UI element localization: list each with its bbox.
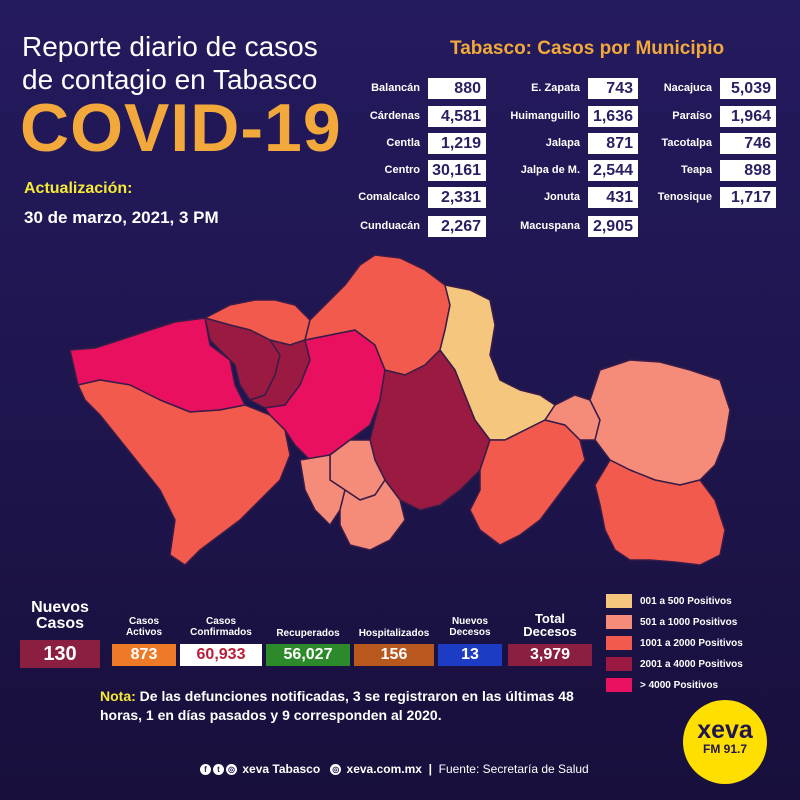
note-label: Nota: [100, 688, 136, 704]
municipio-value: 746 [720, 133, 776, 154]
municipio-label: Huimanguillo [510, 110, 580, 122]
map-region-tenosique [594, 459, 726, 566]
municipios-title: Tabasco: Casos por Municipio [450, 38, 725, 59]
legend-label: 2001 a 4000 Positivos [640, 659, 743, 670]
municipio-label: Jalpa de M. [520, 164, 580, 176]
municipio-value: 2,331 [428, 187, 486, 208]
municipio-value: 1,219 [428, 133, 486, 154]
municipio-label: Comalcalco [358, 191, 420, 203]
map-region-macuspana [469, 419, 586, 546]
municipio-label: E. Zapata [531, 82, 580, 94]
recuperados-label: Recuperados [276, 628, 340, 639]
map-region-jalapa [339, 479, 406, 551]
total-decesos-label: Total Decesos [523, 611, 577, 639]
casos-activos-label: Casos Activos [125, 616, 163, 638]
logo-frequency: FM 91.7 [702, 742, 747, 756]
municipio-value: 871 [588, 133, 638, 154]
legend-label: 1001 a 2000 Positivos [640, 638, 743, 649]
municipio-value: 431 [588, 187, 638, 208]
municipio-value: 2,905 [588, 216, 638, 237]
municipio-value: 1,964 [720, 106, 776, 127]
municipio-label: Macuspana [520, 220, 580, 232]
legend-swatch [606, 657, 632, 671]
recuperados-value: 56,027 [266, 644, 350, 666]
municipio-label: Jalapa [545, 137, 580, 149]
municipio-value: 880 [428, 78, 486, 99]
instagram-icon[interactable]: ◎ [226, 764, 237, 776]
municipio-value: 5,039 [720, 78, 776, 99]
web-icon: ◎ [330, 764, 342, 776]
social-handle[interactable]: xeva Tabasco [242, 762, 321, 776]
nuevos-decesos-label: Nuevos Decesos [449, 616, 491, 638]
municipio-label: Cárdenas [369, 110, 420, 122]
municipio-value: 30,161 [428, 160, 486, 181]
municipio-label: Balancán [371, 82, 420, 94]
municipio-label: Paraíso [672, 110, 712, 122]
municipio-value: 1,717 [720, 187, 776, 208]
hospitalizados-value: 156 [354, 644, 434, 666]
source-text: Fuente: Secretaría de Salud [438, 762, 589, 776]
logo-brand: xeva [697, 716, 753, 744]
footer: f t ◎ xeva Tabasco ◎ xeva.com.mx | Fuente:… [200, 762, 589, 776]
municipio-value: 2,267 [428, 216, 486, 237]
municipio-label: Jonuta [543, 191, 580, 203]
municipio-value: 898 [720, 160, 776, 181]
legend-label: 001 a 500 Positivos [640, 596, 732, 607]
legend-label: > 4000 Positivos [640, 680, 719, 691]
municipio-label: Nacajuca [663, 82, 712, 94]
municipio-label: Teapa [681, 164, 712, 176]
nuevos-casos-label: Nuevos Casos [31, 599, 89, 632]
nuevos-decesos-value: 13 [438, 644, 502, 666]
municipio-label: Cunduacán [360, 220, 420, 232]
update-label: Actualización: [24, 180, 133, 197]
legend-swatch [606, 678, 632, 692]
legend-swatch [606, 636, 632, 650]
casos-confirmados-label: Casos Confirmados [190, 616, 252, 638]
municipio-value: 743 [588, 78, 638, 99]
note: Nota: De las defunciones notificadas, 3 … [100, 687, 590, 725]
municipio-value: 1,636 [588, 106, 638, 127]
page-title: Reporte diario de casos de contagio en T… [22, 31, 318, 95]
legend-label: 501 a 1000 Positivos [640, 617, 738, 628]
municipio-label: Centro [384, 164, 420, 176]
casos-activos-value: 873 [112, 644, 176, 666]
note-text: De las defunciones notificadas, 3 se reg… [100, 688, 574, 723]
municipio-label: Centla [386, 137, 420, 149]
legend-swatch [606, 594, 632, 608]
total-decesos-value: 3,979 [508, 644, 592, 666]
website-link[interactable]: xeva.com.mx [346, 762, 422, 776]
legend-swatch [606, 615, 632, 629]
casos-confirmados-value: 60,933 [180, 644, 262, 666]
map-region-huimanguillo [77, 379, 291, 566]
xeva-logo: xeva FM 91.7 [683, 700, 767, 784]
hospitalizados-label: Hospitalizados [358, 628, 430, 639]
headline: COVID-19 [20, 90, 342, 166]
update-date: 30 de marzo, 2021, 3 PM [24, 208, 219, 227]
municipio-value: 4,581 [428, 106, 486, 127]
tabasco-map [69, 254, 731, 566]
facebook-icon[interactable]: f [200, 764, 211, 776]
municipio-label: Tenosique [657, 191, 712, 203]
municipio-label: Tacotalpa [661, 137, 712, 149]
nuevos-casos-value: 130 [20, 640, 100, 668]
twitter-icon[interactable]: t [213, 764, 224, 776]
municipio-value: 2,544 [588, 160, 638, 181]
